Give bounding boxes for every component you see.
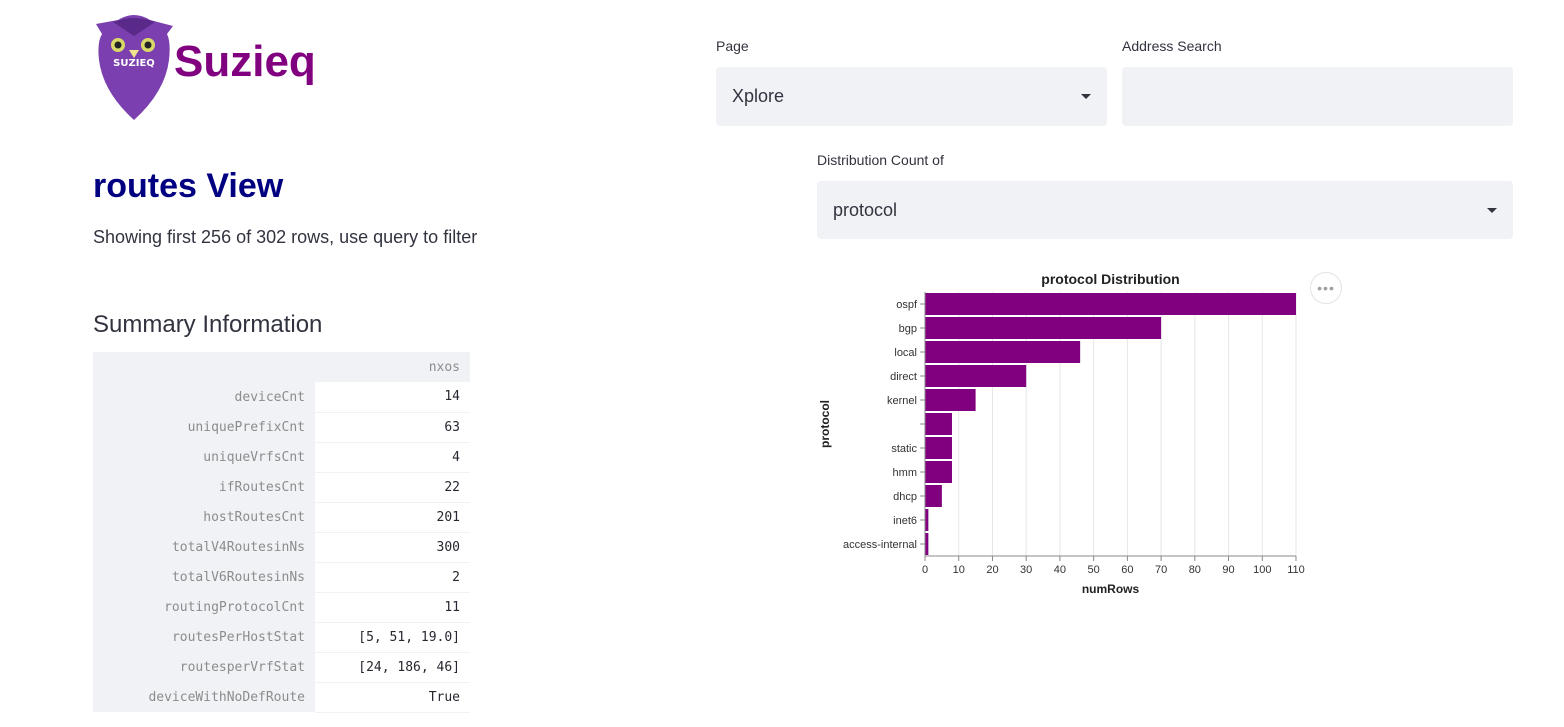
row-value: 4 (315, 442, 470, 473)
x-tick-label: 80 (1189, 564, 1201, 576)
table-row: routesperVrfStat [24, 186, 46] (93, 652, 470, 683)
row-value: 63 (315, 412, 470, 443)
table-row: uniqueVrfsCnt 4 (93, 442, 470, 473)
y-tick-label: ospf (896, 299, 918, 311)
x-tick-label: 90 (1222, 564, 1234, 576)
y-axis-title: protocol (818, 400, 832, 448)
table-row: ifRoutesCnt 22 (93, 472, 470, 503)
y-tick-label: access-internal (843, 539, 917, 551)
rows-note: Showing first 256 of 302 rows, use query… (93, 227, 478, 247)
bar (925, 317, 1162, 339)
address-search-input[interactable] (1122, 67, 1513, 126)
distribution-select[interactable]: protocol (817, 181, 1513, 239)
row-key: deviceCnt (93, 382, 315, 412)
table-row: deviceWithNoDefRoute True (93, 682, 470, 713)
page-select-value: Xplore (732, 86, 785, 106)
row-value: 2 (315, 562, 470, 593)
row-key: routesperVrfStat (93, 652, 315, 682)
page-select-label: Page (716, 38, 749, 54)
row-key: totalV4RoutesinNs (93, 532, 315, 562)
row-value: 11 (315, 592, 470, 623)
row-value: 300 (315, 532, 470, 563)
table-header-row: nxos (93, 352, 470, 382)
x-tick-label: 0 (922, 564, 928, 576)
page-select[interactable]: Xplore (716, 67, 1107, 126)
table-row: totalV4RoutesinNs 300 (93, 532, 470, 563)
y-tick-label: direct (890, 371, 917, 383)
row-key: ifRoutesCnt (93, 472, 315, 502)
row-value: [5, 51, 19.0] (315, 622, 470, 653)
y-tick-label: bgp (899, 323, 917, 335)
y-tick-label: dhcp (893, 491, 917, 503)
more-horizontal-icon: ••• (1317, 280, 1335, 296)
svg-text:SUZIEQ: SUZIEQ (113, 58, 155, 69)
suzieq-owl-logo: SUZIEQ (96, 15, 173, 120)
row-key: uniquePrefixCnt (93, 412, 315, 442)
distribution-select-value: protocol (833, 199, 898, 220)
summary-heading: Summary Information (93, 311, 323, 338)
x-tick-label: 40 (1054, 564, 1066, 576)
x-tick-label: 30 (1020, 564, 1032, 576)
row-value: 14 (315, 382, 470, 413)
y-tick-label: kernel (887, 395, 917, 407)
x-tick-label: 60 (1121, 564, 1133, 576)
bar (925, 413, 952, 435)
row-key: deviceWithNoDefRoute (93, 682, 315, 712)
caret-down-icon (1487, 207, 1497, 213)
x-tick-label: 110 (1287, 564, 1305, 576)
table-row: deviceCnt 14 (93, 382, 470, 413)
row-value: [24, 186, 46] (315, 652, 470, 683)
bar (925, 485, 942, 507)
table-row: hostRoutesCnt 201 (93, 502, 470, 533)
table-row: uniquePrefixCnt 63 (93, 412, 470, 443)
address-search-label: Address Search (1122, 38, 1222, 54)
row-key: totalV6RoutesinNs (93, 562, 315, 592)
x-tick-label: 10 (953, 564, 965, 576)
x-axis-title: numRows (1082, 582, 1140, 596)
x-tick-label: 70 (1155, 564, 1167, 576)
bar (925, 437, 952, 459)
y-tick-label: local (894, 347, 917, 359)
row-key: routesPerHostStat (93, 622, 315, 652)
bar (925, 293, 1296, 315)
bar (925, 509, 929, 531)
bar (925, 365, 1027, 387)
brand-name: Suzieq (174, 37, 316, 86)
table-row: totalV6RoutesinNs 2 (93, 562, 470, 593)
table-row: routingProtocolCnt 11 (93, 592, 470, 623)
page-title: routes View (93, 167, 284, 205)
x-tick-label: 50 (1088, 564, 1100, 576)
y-tick-label: inet6 (893, 515, 917, 527)
row-key: hostRoutesCnt (93, 502, 315, 532)
y-tick-label: static (891, 443, 917, 455)
table-stub-cell (93, 352, 315, 382)
y-tick-label: hmm (893, 467, 917, 479)
row-key: routingProtocolCnt (93, 592, 315, 622)
x-tick-label: 100 (1253, 564, 1271, 576)
x-tick-label: 20 (986, 564, 998, 576)
bar (925, 533, 929, 555)
row-value: 201 (315, 502, 470, 533)
row-key: uniqueVrfsCnt (93, 442, 315, 472)
caret-down-icon (1081, 94, 1091, 99)
row-value: True (315, 682, 470, 713)
summary-table: nxos deviceCnt 14 uniquePrefixCnt 63 uniqueV… (93, 352, 470, 713)
column-header: nxos (315, 352, 470, 382)
chart-title: protocol Distribution (1041, 271, 1179, 287)
protocol-distribution-chart: ospf bgp local direct kernel static hmm dhcp ine… (818, 271, 1305, 596)
bar (925, 461, 952, 483)
chart-actions-menu[interactable]: ••• (1310, 272, 1342, 304)
bar (925, 341, 1081, 363)
row-value: 22 (315, 472, 470, 503)
bar (925, 389, 976, 411)
distribution-select-label: Distribution Count of (817, 152, 944, 168)
table-row: routesPerHostStat [5, 51, 19.0] (93, 622, 470, 653)
